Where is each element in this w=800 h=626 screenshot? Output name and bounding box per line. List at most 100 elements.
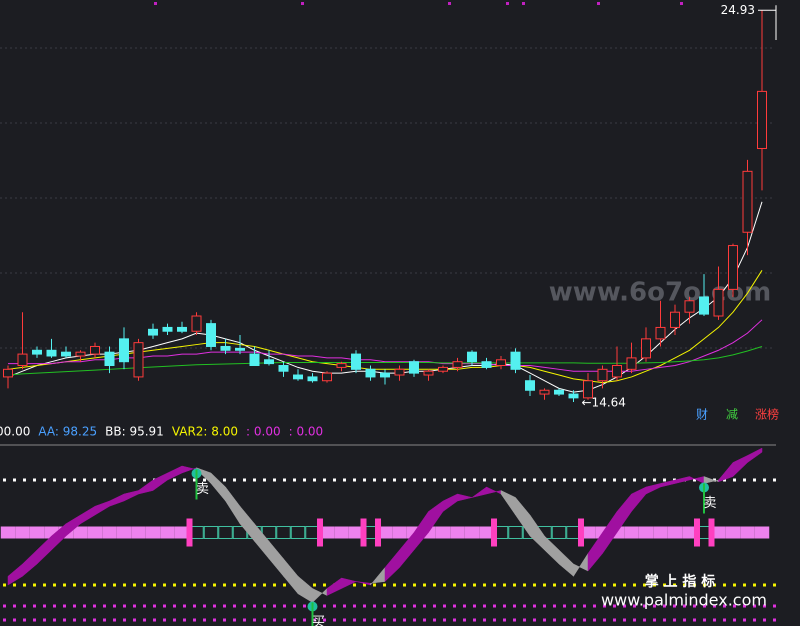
candle-body <box>670 311 680 328</box>
level-dot <box>773 478 776 482</box>
level-dot <box>363 478 366 482</box>
dot <box>522 2 525 5</box>
band-up <box>653 526 668 539</box>
level-dot <box>633 478 636 482</box>
level-dot <box>73 618 76 622</box>
level-dot <box>733 618 736 622</box>
level-dot <box>443 583 446 587</box>
indicator-header: : 0.00 <box>289 425 324 439</box>
candle-body <box>162 326 173 332</box>
level-dot <box>133 618 136 622</box>
level-dot <box>423 583 426 587</box>
dot <box>301 2 304 5</box>
dot <box>680 2 683 5</box>
level-dot <box>293 618 296 622</box>
level-dot <box>403 604 406 608</box>
level-dot <box>633 583 636 587</box>
band-up <box>87 526 103 539</box>
level-dot <box>693 604 696 608</box>
candle-body <box>380 372 390 378</box>
candle-body <box>554 389 564 395</box>
level-dot <box>193 583 196 587</box>
band-up <box>0 526 16 539</box>
candle-body <box>220 345 231 351</box>
level-dot <box>673 618 676 622</box>
level-dot <box>83 618 86 622</box>
level-dot <box>493 604 496 608</box>
level-dot <box>373 478 376 482</box>
level-dot <box>283 604 286 608</box>
level-dot <box>303 618 306 622</box>
band-down <box>203 526 219 539</box>
level-dot <box>273 604 276 608</box>
level-dot <box>383 478 386 482</box>
candle-body <box>278 365 289 372</box>
level-dot <box>353 604 356 608</box>
band-up <box>682 526 697 539</box>
level-dot <box>263 618 266 622</box>
dot <box>597 2 600 5</box>
candle-body <box>249 353 260 367</box>
level-dot <box>253 618 256 622</box>
level-dot <box>743 604 746 608</box>
button[interactable]: 减 <box>726 408 738 422</box>
level-dot <box>263 478 266 482</box>
button[interactable]: 财 <box>696 408 708 422</box>
low-label: ←14.64 <box>582 396 626 410</box>
level-dot <box>223 478 226 482</box>
band-up <box>754 526 770 539</box>
level-dot <box>323 604 326 608</box>
candle-body <box>583 380 593 399</box>
level-dot <box>123 478 126 482</box>
level-dot <box>363 583 366 587</box>
level-dot <box>653 583 656 587</box>
level-dot <box>313 583 316 587</box>
candle-body <box>641 338 651 359</box>
level-dot <box>593 618 596 622</box>
level-dot <box>43 478 46 482</box>
footer-url: www.palmindex.com <box>601 591 767 610</box>
level-dot <box>623 618 626 622</box>
candle-body <box>612 365 622 378</box>
level-dot <box>713 618 716 622</box>
level-dot <box>733 478 736 482</box>
level-dot <box>763 604 766 608</box>
level-dot <box>573 583 576 587</box>
level-dot <box>193 478 196 482</box>
level-dot <box>403 478 406 482</box>
candle-body <box>481 361 492 368</box>
level-dot <box>33 618 36 622</box>
level-dot <box>443 478 446 482</box>
indicator-header: BB: 95.91 <box>105 425 164 439</box>
level-dot <box>433 583 436 587</box>
level-dot <box>603 583 606 587</box>
level-dot <box>463 478 466 482</box>
candle-body <box>133 342 144 378</box>
band-switch <box>708 518 715 547</box>
level-dot <box>483 618 486 622</box>
level-dot <box>483 583 486 587</box>
level-dot <box>13 478 16 482</box>
level-dot <box>283 618 286 622</box>
candle-body <box>467 351 477 363</box>
level-dot <box>233 604 236 608</box>
button[interactable]: 涨榜 <box>755 407 779 422</box>
level-dot <box>463 583 466 587</box>
level-dot <box>13 618 16 622</box>
candle-body <box>293 374 303 380</box>
level-dot <box>213 583 216 587</box>
level-dot <box>713 478 716 482</box>
band-up <box>711 526 726 539</box>
indicator-header: 00.00 <box>0 425 30 439</box>
band-up <box>377 526 393 539</box>
level-dot <box>343 618 346 622</box>
level-dot <box>273 478 276 482</box>
candle-body <box>568 393 579 399</box>
band-up <box>725 526 741 539</box>
level-dot <box>543 478 546 482</box>
level-dot <box>193 618 196 622</box>
level-dot <box>463 618 466 622</box>
candle-body <box>75 351 86 357</box>
band-switch <box>317 518 323 547</box>
level-dot <box>573 618 576 622</box>
